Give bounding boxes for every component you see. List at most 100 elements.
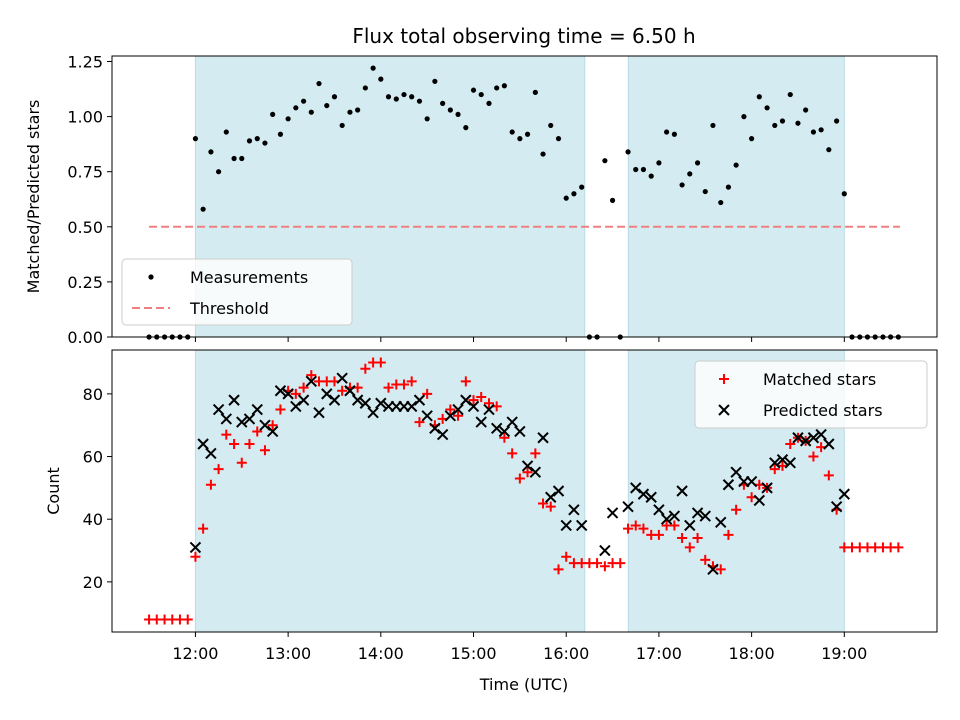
predicted-star-point xyxy=(197,438,209,450)
measurement-point xyxy=(725,184,732,190)
y-tick-label: 40 xyxy=(83,510,103,529)
y-tick-label: 0.25 xyxy=(67,273,103,292)
measurement-point xyxy=(293,105,299,111)
matched-star-point xyxy=(252,426,263,437)
measurement-point xyxy=(486,100,492,106)
measurement-point xyxy=(571,191,577,197)
count-x-axis: 12:00 13:00 14:00 15:00 16:00 17:00 18:00 19:00 xyxy=(172,632,867,663)
measurement-point xyxy=(718,199,724,206)
predicted-star-point xyxy=(305,375,318,388)
measurement-point xyxy=(285,116,291,122)
count-marks xyxy=(144,357,904,625)
predicted-star-point xyxy=(537,432,549,444)
predicted-star-point xyxy=(776,453,789,466)
predicted-star-point xyxy=(761,482,773,494)
predicted-star-point xyxy=(792,432,804,444)
measurement-point xyxy=(200,206,206,212)
predicted-star-point xyxy=(367,406,379,419)
ratio-plot-frame xyxy=(111,55,938,338)
measurement-point xyxy=(841,191,847,197)
matched-star-point xyxy=(360,363,371,374)
measurement-point xyxy=(664,129,670,135)
matched-star-point xyxy=(375,357,386,368)
measurement-point xyxy=(826,147,832,153)
predicted-star-point xyxy=(699,510,711,522)
predicted-star-point xyxy=(815,428,827,441)
ratio-panel: 0.00 0.25 0.50 0.75 1.00 1.25 Matched/Predict… xyxy=(24,53,938,347)
y-tick-label: 60 xyxy=(83,448,103,467)
matched-star-point xyxy=(623,523,634,534)
matched-star-point xyxy=(275,404,286,415)
legend-label: Predicted stars xyxy=(763,401,883,420)
matched-star-point xyxy=(221,429,232,440)
matched-star-point xyxy=(507,448,518,459)
predicted-star-point xyxy=(328,394,341,406)
matched-star-point xyxy=(823,470,834,481)
count-plot-frame xyxy=(111,349,938,633)
legend-matched-swatch xyxy=(719,374,729,384)
predicted-star-point xyxy=(730,466,742,478)
matched-star-point xyxy=(808,451,819,462)
predicted-star-point xyxy=(490,422,503,435)
measurement-point xyxy=(795,120,801,126)
predicted-star-point xyxy=(707,563,719,576)
matched-star-point xyxy=(383,382,394,393)
matched-star-point xyxy=(514,473,525,484)
measurement-point xyxy=(733,162,739,168)
measurement-point xyxy=(231,155,237,162)
measurement-point xyxy=(517,136,523,142)
matched-star-point xyxy=(244,439,255,449)
y-tick-label: 0.50 xyxy=(67,218,103,237)
predicted-star-point xyxy=(405,400,418,413)
predicted-star-point xyxy=(745,475,758,488)
measurement-point xyxy=(749,136,755,142)
predicted-star-point xyxy=(436,428,449,441)
measurement-point xyxy=(687,171,693,177)
measurement-point xyxy=(308,109,314,115)
measurement-point xyxy=(355,107,361,113)
predicted-star-point xyxy=(645,491,657,503)
predicted-star-point xyxy=(753,494,766,507)
predicted-star-point xyxy=(545,491,557,503)
predicted-star-point xyxy=(243,413,256,425)
predicted-star-point xyxy=(336,372,348,384)
measurement-point xyxy=(301,98,307,104)
matched-star-point xyxy=(190,551,201,562)
measurement-point xyxy=(625,149,631,155)
matched-star-point xyxy=(298,382,309,393)
measurement-point xyxy=(277,131,284,137)
matched-star-point xyxy=(785,439,796,449)
measurement-point xyxy=(710,122,716,129)
measurement-point xyxy=(756,94,762,100)
matched-star-point xyxy=(476,392,487,402)
predicted-star-point xyxy=(684,519,696,532)
predicted-star-point xyxy=(212,403,225,416)
predicted-star-point xyxy=(498,425,511,438)
matched-star-point xyxy=(468,395,479,406)
measurement-point xyxy=(640,166,647,173)
matched-star-point xyxy=(422,388,433,399)
matched-star-point xyxy=(684,542,695,553)
predicted-star-point xyxy=(630,482,642,494)
measurement-point xyxy=(494,85,500,91)
matched-star-point xyxy=(592,558,603,569)
count-y-axis: 20 40 60 80 xyxy=(83,385,112,592)
matched-star-point xyxy=(630,520,641,531)
matched-star-point xyxy=(337,385,348,396)
measurement-point xyxy=(409,94,415,100)
x-tick-label: 15:00 xyxy=(450,644,496,663)
predicted-star-point xyxy=(529,466,542,478)
matched-star-point xyxy=(599,561,610,572)
measurement-point xyxy=(540,151,546,157)
matched-star-point xyxy=(236,457,247,468)
matched-star-point xyxy=(483,398,494,409)
matched-star-point xyxy=(198,523,209,534)
matched-star-point xyxy=(692,533,703,543)
matched-star-point xyxy=(182,614,193,625)
predicted-star-point xyxy=(236,416,248,428)
ratio-marks xyxy=(146,65,901,340)
predicted-star-point xyxy=(622,500,634,513)
predicted-star-point xyxy=(344,385,356,397)
matched-star-point xyxy=(731,504,742,515)
